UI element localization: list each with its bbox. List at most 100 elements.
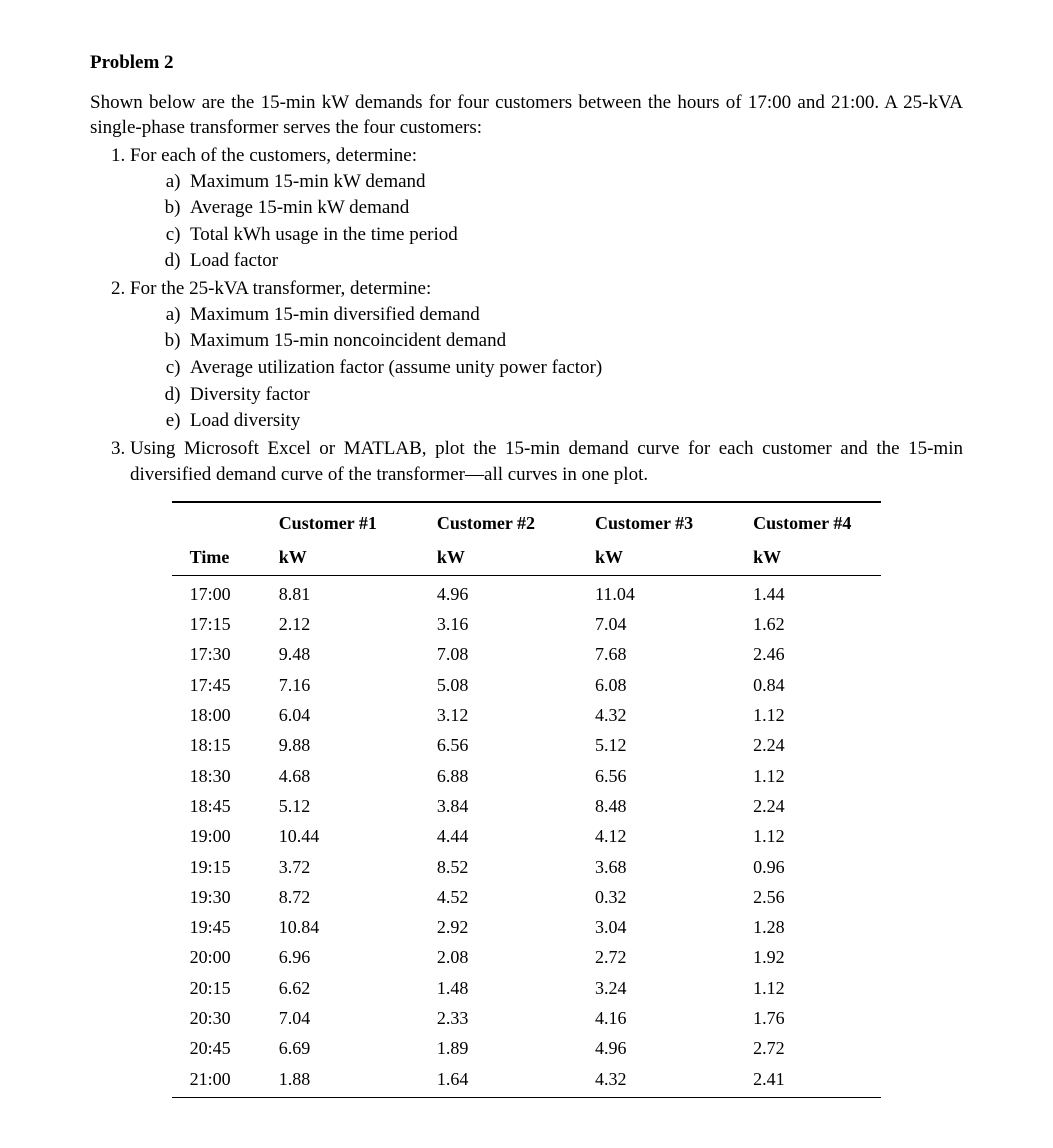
table-row: 17:152.123.167.041.62	[172, 609, 882, 639]
table-row: 20:156.621.483.241.12	[172, 973, 882, 1003]
cell-time: 18:30	[172, 761, 249, 791]
table-row: 18:159.886.565.122.24	[172, 730, 882, 760]
cell-value: 6.56	[565, 761, 723, 791]
cell-value: 8.81	[249, 575, 407, 609]
cell-value: 0.96	[723, 852, 881, 882]
header-c2: Customer #2	[407, 502, 565, 541]
cell-value: 2.46	[723, 639, 881, 669]
cell-time: 19:00	[172, 821, 249, 851]
cell-value: 4.32	[565, 1064, 723, 1098]
cell-value: 1.12	[723, 761, 881, 791]
cell-value: 2.24	[723, 791, 881, 821]
cell-time: 21:00	[172, 1064, 249, 1098]
cell-value: 6.88	[407, 761, 565, 791]
header-unit-4: kW	[723, 542, 881, 576]
cell-time: 17:45	[172, 670, 249, 700]
cell-value: 5.12	[249, 791, 407, 821]
cell-value: 7.04	[249, 1003, 407, 1033]
cell-value: 4.32	[565, 700, 723, 730]
cell-value: 1.62	[723, 609, 881, 639]
cell-value: 4.16	[565, 1003, 723, 1033]
intro-text: Shown below are the 15-min kW demands fo…	[90, 90, 963, 141]
cell-value: 8.52	[407, 852, 565, 882]
cell-value: 7.68	[565, 639, 723, 669]
cell-value: 1.48	[407, 973, 565, 1003]
cell-value: 7.16	[249, 670, 407, 700]
item2-text: For the 25-kVA transformer, determine:	[130, 278, 431, 299]
cell-time: 20:00	[172, 942, 249, 972]
cell-time: 18:00	[172, 700, 249, 730]
item1-b: Average 15-min kW demand	[190, 195, 963, 221]
item2-d: Diversity factor	[190, 382, 963, 408]
cell-value: 7.08	[407, 639, 565, 669]
cell-value: 2.41	[723, 1064, 881, 1098]
cell-value: 1.44	[723, 575, 881, 609]
table-row: 20:456.691.894.962.72	[172, 1033, 882, 1063]
table-row: 17:457.165.086.080.84	[172, 670, 882, 700]
cell-value: 6.96	[249, 942, 407, 972]
cell-value: 6.56	[407, 730, 565, 760]
header-blank	[172, 502, 249, 541]
header-c1: Customer #1	[249, 502, 407, 541]
item1-d: Load factor	[190, 248, 963, 274]
table-row: 20:307.042.334.161.76	[172, 1003, 882, 1033]
cell-time: 17:30	[172, 639, 249, 669]
cell-value: 1.12	[723, 700, 881, 730]
header-c3: Customer #3	[565, 502, 723, 541]
cell-value: 4.44	[407, 821, 565, 851]
sublist-2: Maximum 15-min diversified demand Maximu…	[190, 302, 963, 434]
cell-value: 1.89	[407, 1033, 565, 1063]
header-unit-2: kW	[407, 542, 565, 576]
cell-value: 2.08	[407, 942, 565, 972]
cell-value: 6.04	[249, 700, 407, 730]
table-row: 18:304.686.886.561.12	[172, 761, 882, 791]
cell-time: 20:45	[172, 1033, 249, 1063]
cell-time: 17:00	[172, 575, 249, 609]
cell-value: 3.12	[407, 700, 565, 730]
header-c4: Customer #4	[723, 502, 881, 541]
item2-b: Maximum 15-min noncoincident demand	[190, 328, 963, 354]
cell-value: 4.68	[249, 761, 407, 791]
table-row: 19:308.724.520.322.56	[172, 882, 882, 912]
table-row: 20:006.962.082.721.92	[172, 942, 882, 972]
item1-a: Maximum 15-min kW demand	[190, 169, 963, 195]
cell-value: 2.12	[249, 609, 407, 639]
table-row: 17:008.814.9611.041.44	[172, 575, 882, 609]
cell-value: 4.52	[407, 882, 565, 912]
cell-value: 6.62	[249, 973, 407, 1003]
cell-time: 18:15	[172, 730, 249, 760]
cell-value: 2.24	[723, 730, 881, 760]
problem-title: Problem 2	[90, 50, 963, 76]
cell-value: 6.08	[565, 670, 723, 700]
table-container: Customer #1 Customer #2 Customer #3 Cust…	[90, 501, 963, 1098]
cell-value: 9.48	[249, 639, 407, 669]
cell-time: 19:30	[172, 882, 249, 912]
table-row: 17:309.487.087.682.46	[172, 639, 882, 669]
cell-value: 10.44	[249, 821, 407, 851]
item2-a: Maximum 15-min diversified demand	[190, 302, 963, 328]
cell-value: 1.92	[723, 942, 881, 972]
cell-value: 5.08	[407, 670, 565, 700]
cell-value: 0.84	[723, 670, 881, 700]
cell-value: 3.24	[565, 973, 723, 1003]
cell-value: 6.69	[249, 1033, 407, 1063]
cell-time: 18:45	[172, 791, 249, 821]
cell-value: 2.72	[565, 942, 723, 972]
table-row: 19:0010.444.444.121.12	[172, 821, 882, 851]
cell-value: 8.48	[565, 791, 723, 821]
cell-value: 3.16	[407, 609, 565, 639]
cell-value: 9.88	[249, 730, 407, 760]
cell-value: 3.68	[565, 852, 723, 882]
table-row: 18:455.123.848.482.24	[172, 791, 882, 821]
cell-value: 0.32	[565, 882, 723, 912]
main-list: For each of the customers, determine: Ma…	[130, 143, 963, 487]
table-row: 19:4510.842.923.041.28	[172, 912, 882, 942]
header-unit-3: kW	[565, 542, 723, 576]
cell-value: 2.72	[723, 1033, 881, 1063]
cell-value: 4.96	[407, 575, 565, 609]
cell-value: 10.84	[249, 912, 407, 942]
table-row: 21:001.881.644.322.41	[172, 1064, 882, 1098]
cell-value: 2.56	[723, 882, 881, 912]
cell-value: 5.12	[565, 730, 723, 760]
table-row: 18:006.043.124.321.12	[172, 700, 882, 730]
